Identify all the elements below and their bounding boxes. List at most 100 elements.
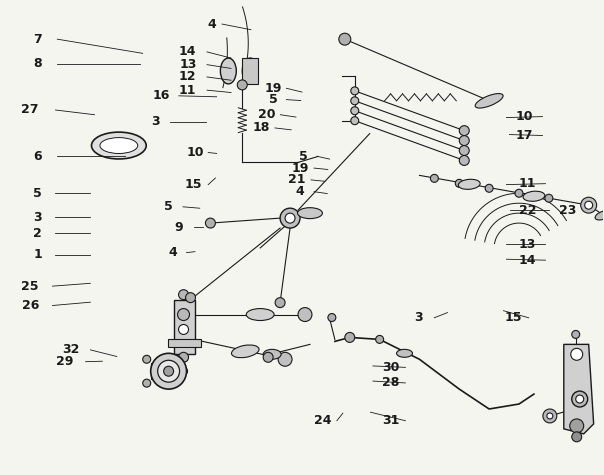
Circle shape	[459, 155, 469, 165]
Circle shape	[328, 314, 336, 322]
Text: 13: 13	[519, 238, 536, 251]
Text: 15: 15	[505, 311, 522, 324]
Circle shape	[547, 413, 553, 419]
Text: 4: 4	[169, 246, 177, 259]
Circle shape	[351, 107, 359, 115]
Text: 24: 24	[313, 414, 331, 427]
Circle shape	[285, 213, 295, 223]
Bar	[173, 300, 196, 354]
Text: 19: 19	[265, 82, 283, 95]
Text: 21: 21	[289, 173, 306, 186]
Circle shape	[431, 174, 439, 182]
Polygon shape	[564, 344, 594, 434]
Text: 25: 25	[22, 280, 39, 293]
Circle shape	[351, 87, 359, 95]
Ellipse shape	[523, 191, 545, 201]
Text: 30: 30	[382, 361, 400, 374]
Text: 13: 13	[179, 58, 196, 71]
Text: 22: 22	[519, 204, 536, 217]
Text: 15: 15	[185, 178, 202, 191]
Text: 11: 11	[519, 177, 536, 190]
Circle shape	[339, 33, 351, 45]
Circle shape	[205, 218, 216, 228]
Bar	[168, 340, 202, 347]
Circle shape	[185, 293, 196, 303]
Circle shape	[143, 355, 151, 363]
Text: 23: 23	[559, 204, 576, 217]
Ellipse shape	[220, 58, 236, 84]
Text: 3: 3	[151, 115, 159, 128]
Ellipse shape	[298, 208, 323, 218]
Text: 1: 1	[33, 248, 42, 261]
Circle shape	[278, 352, 292, 366]
Ellipse shape	[91, 132, 146, 159]
Circle shape	[151, 353, 187, 389]
Circle shape	[179, 324, 188, 334]
Text: 4: 4	[207, 18, 216, 30]
Circle shape	[572, 331, 580, 338]
Circle shape	[178, 309, 190, 321]
Ellipse shape	[595, 210, 604, 220]
Circle shape	[351, 117, 359, 124]
Text: 14: 14	[519, 254, 536, 266]
Ellipse shape	[231, 345, 259, 358]
Circle shape	[576, 395, 583, 403]
Circle shape	[345, 332, 355, 342]
Text: 28: 28	[382, 377, 400, 389]
Text: 2: 2	[33, 227, 42, 240]
Circle shape	[459, 126, 469, 135]
Circle shape	[376, 335, 384, 343]
Text: 32: 32	[62, 343, 79, 356]
Ellipse shape	[263, 349, 281, 359]
Text: 5: 5	[269, 93, 278, 106]
Text: 8: 8	[33, 57, 42, 70]
Text: 11: 11	[179, 84, 196, 97]
Circle shape	[263, 352, 273, 362]
Circle shape	[143, 379, 151, 387]
Text: 6: 6	[33, 150, 42, 163]
Circle shape	[545, 194, 553, 202]
Circle shape	[351, 97, 359, 105]
Circle shape	[572, 391, 588, 407]
Circle shape	[237, 80, 247, 90]
Circle shape	[580, 197, 597, 213]
Circle shape	[571, 348, 583, 360]
Text: 19: 19	[292, 162, 309, 175]
Circle shape	[455, 180, 463, 187]
Text: 17: 17	[516, 129, 533, 142]
Text: 5: 5	[33, 187, 42, 200]
Circle shape	[585, 201, 593, 209]
Circle shape	[543, 409, 557, 423]
Circle shape	[179, 367, 187, 375]
Circle shape	[459, 135, 469, 145]
Circle shape	[179, 310, 188, 320]
Ellipse shape	[179, 290, 188, 300]
Circle shape	[280, 208, 300, 228]
Text: 3: 3	[33, 211, 42, 224]
Text: 18: 18	[253, 122, 271, 134]
Text: 10: 10	[516, 110, 533, 123]
Circle shape	[158, 360, 179, 382]
Text: 5: 5	[164, 200, 173, 213]
Text: 27: 27	[22, 104, 39, 116]
Circle shape	[164, 366, 173, 376]
Polygon shape	[242, 58, 258, 84]
Circle shape	[179, 352, 188, 362]
Circle shape	[459, 145, 469, 155]
Text: 9: 9	[175, 220, 183, 234]
Text: 3: 3	[414, 311, 422, 324]
Text: 12: 12	[179, 70, 196, 84]
Text: 29: 29	[56, 355, 73, 368]
Ellipse shape	[397, 349, 413, 357]
Circle shape	[572, 432, 582, 442]
Text: 4: 4	[296, 185, 304, 198]
Ellipse shape	[458, 179, 480, 190]
Text: 16: 16	[153, 89, 170, 102]
Ellipse shape	[475, 94, 503, 108]
Circle shape	[515, 189, 523, 197]
Bar	[151, 363, 170, 379]
Text: 14: 14	[179, 46, 196, 58]
Ellipse shape	[242, 58, 258, 84]
Circle shape	[298, 308, 312, 322]
Ellipse shape	[100, 138, 138, 153]
